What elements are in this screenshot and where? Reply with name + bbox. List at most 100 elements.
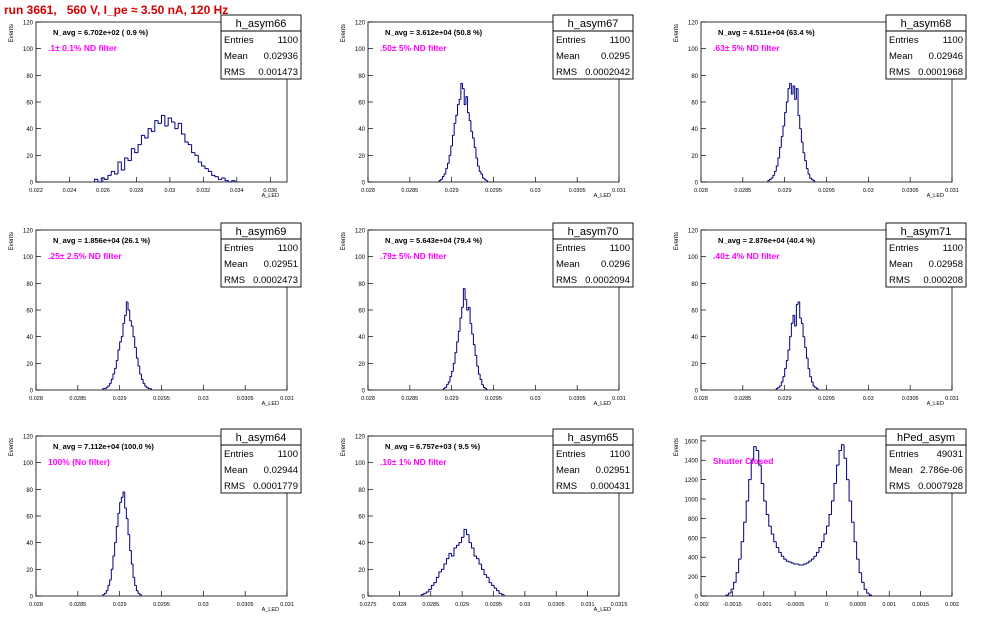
histogram-bin: [843, 444, 847, 459]
y-tick-label: 40: [26, 335, 33, 341]
x-tick-label: 0.029: [113, 602, 127, 608]
stats-box: [552, 428, 634, 494]
histogram-bin: [117, 161, 122, 174]
histogram-bin: [107, 385, 110, 388]
histogram-bin: [134, 148, 139, 154]
stat-label-rms: RMS: [556, 481, 577, 492]
x-tick-label: 0.028: [361, 396, 375, 402]
x-tick-label: 0.0305: [902, 188, 919, 194]
histogram-bin: [780, 552, 784, 557]
histogram-name: h_asym68: [901, 18, 952, 30]
histogram-bin: [130, 320, 134, 327]
histogram-bin: [457, 330, 461, 342]
stat-value-entries: 1100: [278, 35, 298, 46]
x-tick-label: 0.028: [130, 188, 144, 194]
histogram-bin: [774, 170, 777, 176]
histogram-bin: [775, 388, 778, 390]
filter-note: Shutter Closed: [713, 456, 773, 466]
histogram-bin: [425, 591, 429, 594]
histogram-bin: [466, 299, 469, 311]
x-tick-label: 0.0305: [237, 602, 254, 608]
histogram-bin: [861, 572, 865, 583]
histogram-bin: [144, 135, 149, 139]
filter-note: .40± 4% ND filter: [713, 251, 780, 261]
histogram-bin: [450, 145, 453, 156]
histogram-bin: [124, 492, 127, 509]
histogram-bin: [110, 568, 113, 580]
y-tick-label: 40: [691, 335, 698, 341]
histogram-bin: [760, 465, 764, 485]
histogram-bin: [733, 581, 737, 590]
x-tick-label: 0.0285: [69, 602, 86, 608]
histogram-bin: [134, 577, 137, 586]
x-tick-label: 0.028: [694, 188, 708, 194]
histogram-bin: [748, 479, 752, 501]
histogram-bin: [114, 368, 117, 374]
histogram-bin: [473, 138, 476, 148]
x-tick-label: 0.03: [863, 188, 874, 194]
histogram-bin: [448, 552, 452, 559]
stat-value-rms: 0.001473: [258, 67, 298, 78]
navg-label: N_avg = 3.612e+04 (50.8 %): [385, 28, 483, 37]
x-tick-label: 0.029: [445, 188, 459, 194]
x-tick-label: 0.0015: [912, 602, 929, 608]
histogram-bin: [789, 336, 792, 350]
y-tick-label: 20: [358, 568, 365, 574]
histogram-bin: [794, 315, 797, 327]
histogram-bin: [109, 579, 112, 586]
stats-box: [552, 14, 634, 80]
x-tick-label: 0.0005: [849, 602, 866, 608]
histogram-bin: [802, 323, 805, 338]
histogram-bin: [770, 177, 773, 180]
histogram-bin: [790, 83, 794, 95]
histogram-bin: [853, 522, 857, 543]
histogram-bin: [750, 459, 754, 480]
histogram-bin: [481, 564, 485, 570]
histogram-bin: [94, 178, 98, 182]
x-tick-label: 0.03: [530, 188, 541, 194]
histogram-bin: [783, 556, 787, 560]
histogram-bin: [478, 558, 482, 565]
histogram-bin: [851, 500, 855, 523]
stat-value-rms: 0.0002042: [585, 67, 630, 78]
x-tick-label: 0.0295: [485, 396, 502, 402]
histogram-bin: [469, 307, 472, 324]
y-tick-label: 80: [26, 282, 33, 288]
histogram-bin: [197, 155, 202, 163]
navg-label: N_avg = 4.511e+04 (63.4 %): [718, 28, 815, 37]
histogram-bin: [818, 547, 822, 553]
histogram-bin: [139, 366, 142, 375]
y-tick-label: 80: [691, 74, 698, 80]
histogram-bin: [184, 134, 189, 143]
histogram-bin: [812, 179, 815, 182]
histogram-bin: [102, 388, 105, 390]
histogram-bin: [483, 569, 487, 576]
stat-label-entries: Entries: [889, 35, 919, 46]
histogram-bin: [797, 88, 800, 116]
histogram-bin: [470, 120, 473, 132]
histogram-bin: [150, 128, 155, 132]
histogram-bin: [154, 120, 159, 132]
histogram-bin: [130, 148, 135, 161]
histogram-bin: [833, 483, 837, 501]
x-tick-label: 0.03: [165, 188, 176, 194]
histogram-bin: [139, 593, 142, 596]
y-tick-label: 40: [26, 541, 33, 547]
histogram-bin: [122, 491, 125, 498]
histogram-bin: [454, 352, 457, 364]
histogram-bin: [440, 568, 444, 572]
histogram-name: h_asym67: [568, 18, 619, 30]
y-tick-label: 20: [26, 154, 33, 160]
x-tick-label: 0.036: [263, 188, 277, 194]
histogram-bin: [475, 147, 478, 159]
histogram-bin: [177, 122, 182, 129]
histogram-bin: [105, 386, 108, 389]
histogram-bin: [455, 114, 458, 124]
histogram-bin: [104, 592, 107, 595]
histogram-bin: [445, 558, 449, 564]
y-tick-label: 60: [26, 101, 33, 107]
y-axis-label: Events: [9, 24, 15, 42]
histogram-bin: [866, 589, 870, 594]
histogram-bin: [794, 86, 797, 100]
stat-label-mean: Mean: [224, 259, 248, 270]
